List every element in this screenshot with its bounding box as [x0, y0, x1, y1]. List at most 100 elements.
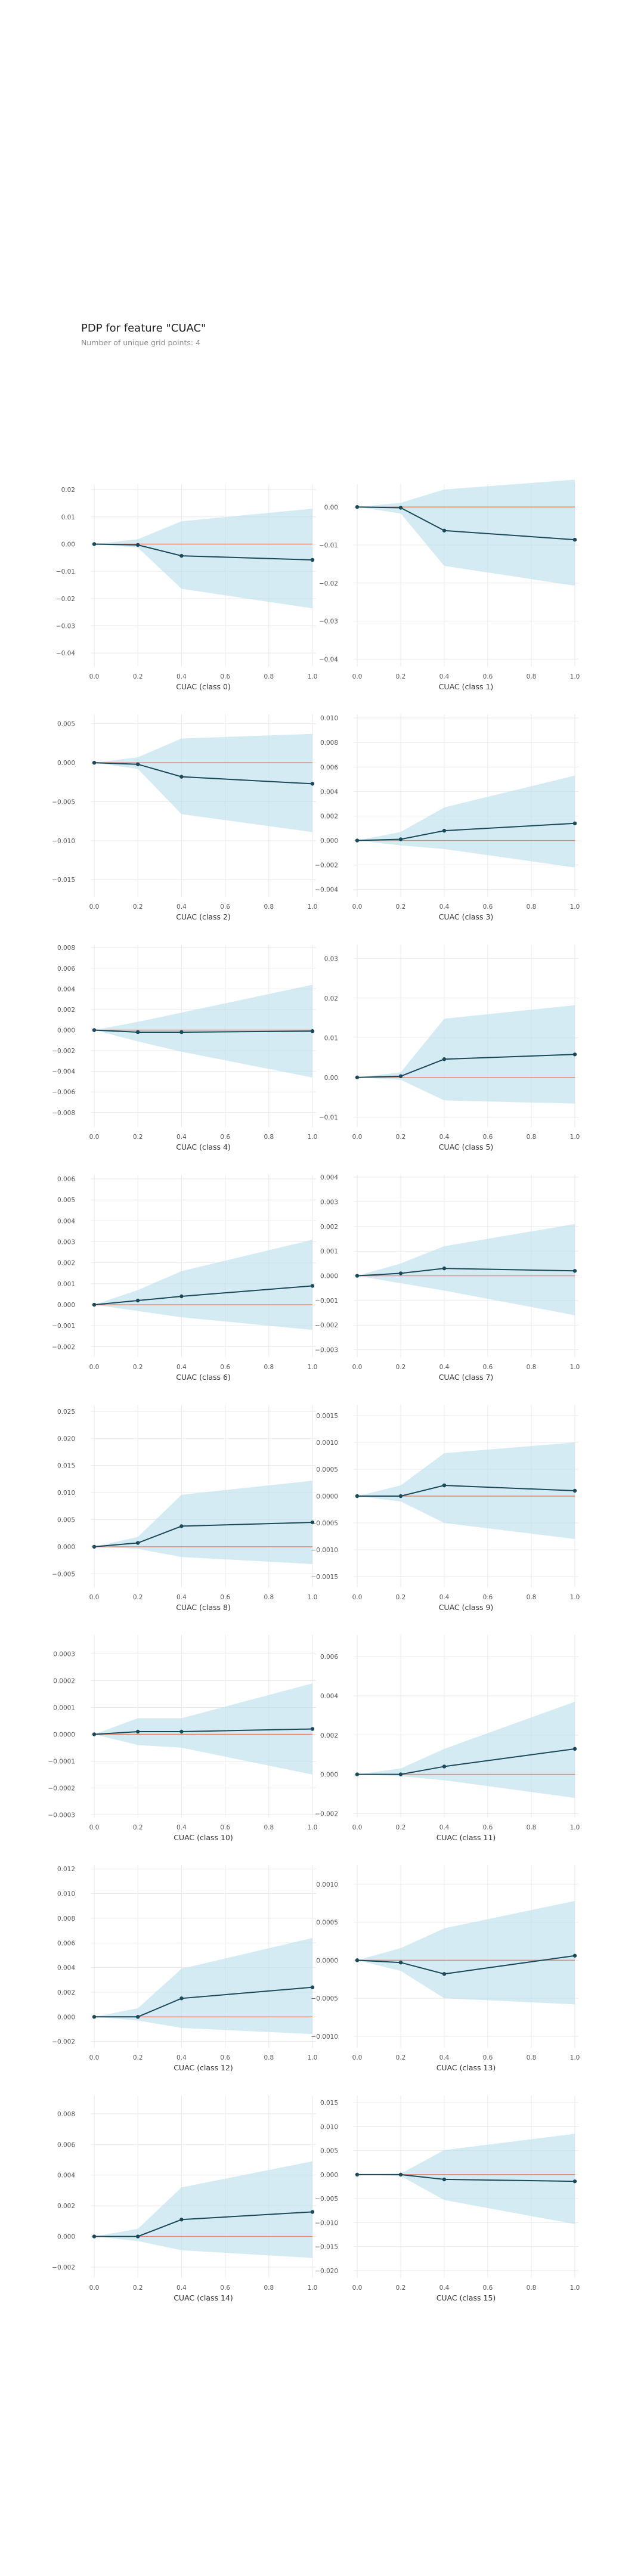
y-tick-label: −0.002 — [52, 1048, 75, 1055]
confidence-band — [357, 1005, 575, 1104]
x-tick-label: 0.0 — [89, 1134, 100, 1141]
pdp-point — [355, 1274, 360, 1278]
pdp-line — [357, 1955, 575, 1975]
confidence-band — [357, 1701, 575, 1798]
x-tick-label: 1.0 — [308, 2054, 318, 2061]
confidence-band — [94, 1683, 312, 1775]
x-axis-label: CUAC (class 9) — [439, 1603, 494, 1612]
pdp-line — [94, 1728, 313, 1735]
y-tick-label: 0.004 — [320, 1174, 338, 1181]
y-tick-label: −0.01 — [56, 568, 75, 575]
pdp-point — [310, 1029, 315, 1033]
y-tick-label: −0.0003 — [48, 1812, 75, 1819]
x-tick-label: 0.4 — [177, 673, 187, 680]
x-tick-label: 0.0 — [89, 2284, 100, 2292]
subplot-class-1: 0.0 0.2 0.4 0.6 0.8 1.0 0.00 −0.01 −0.02 −0.03 −0.… — [319, 479, 580, 691]
y-tick-label: −0.015 — [52, 877, 75, 884]
x-tick-label: 0.2 — [396, 903, 406, 911]
pdp-point — [398, 837, 403, 841]
x-axis-label: CUAC (class 7) — [439, 1373, 494, 1382]
y-tick-label: 0.000 — [320, 1772, 338, 1779]
y-tick-label: 0.0000 — [316, 1957, 338, 1964]
y-tick-label: 0.002 — [320, 1224, 338, 1231]
x-tick-label: 0.6 — [220, 1134, 230, 1141]
chart-header: PDP for feature "CUAC" Number of unique … — [81, 322, 206, 347]
pdp-point — [179, 1729, 184, 1734]
x-tick-label: 0.2 — [396, 1824, 406, 1831]
x-tick-label: 1.0 — [570, 1594, 580, 1601]
confidence-band — [357, 1442, 575, 1539]
y-tick-label: 0.001 — [57, 1281, 75, 1288]
pdp-point — [179, 553, 184, 558]
x-tick-label: 0.6 — [483, 2054, 493, 2061]
x-tick-label: 0.8 — [264, 2054, 274, 2061]
x-tick-label: 0.8 — [527, 673, 537, 680]
y-tick-label: 0.010 — [57, 1490, 75, 1497]
x-tick-label: 0.4 — [439, 1364, 450, 1371]
pdp-point — [442, 2177, 447, 2182]
y-tick-label: 0.006 — [57, 2141, 75, 2148]
y-tick-label: 0.005 — [57, 1516, 75, 1524]
y-tick-label: 0.008 — [320, 739, 338, 747]
x-axis-label: CUAC (class 15) — [436, 2293, 496, 2302]
x-tick-label: 0.4 — [177, 2054, 187, 2061]
y-tick-label: −0.01 — [319, 542, 338, 549]
pdp-point — [136, 1541, 140, 1545]
x-tick-label: 0.6 — [220, 903, 230, 911]
y-tick-label: −0.0001 — [48, 1758, 75, 1766]
y-tick-label: 0.010 — [320, 2123, 338, 2131]
pdp-line — [357, 506, 575, 541]
y-tick-label: 0.006 — [57, 965, 75, 973]
y-tick-label: −0.0005 — [311, 1520, 338, 1527]
pdp-point — [572, 1488, 577, 1493]
subplot-class-0: 0.0 0.2 0.4 0.6 0.8 1.0 0.02 0.01 0.00 −0.01 −0.02… — [56, 484, 317, 691]
pdp-point — [179, 1524, 184, 1528]
x-tick-label: 0.0 — [352, 903, 363, 911]
x-tick-label: 0.0 — [89, 673, 100, 680]
x-tick-label: 0.8 — [527, 1134, 537, 1141]
y-tick-label: −0.002 — [315, 1322, 338, 1329]
x-tick-label: 1.0 — [308, 903, 318, 911]
y-tick-label: 0.0000 — [53, 1732, 75, 1739]
y-tick-label: 0.000 — [57, 2014, 75, 2021]
pdp-point — [92, 1732, 97, 1736]
x-axis-label: CUAC (class 5) — [439, 1143, 494, 1151]
y-tick-label: 0.003 — [320, 1199, 338, 1206]
pdp-point — [572, 1052, 577, 1057]
y-tick-label: 0.02 — [61, 487, 75, 494]
x-tick-label: 0.8 — [264, 1594, 274, 1601]
pdp-point — [572, 821, 577, 825]
pdp-point — [442, 1266, 447, 1271]
pdp-point — [572, 2179, 577, 2184]
y-tick-label: 0.0002 — [53, 1678, 75, 1685]
y-tick-label: 0.008 — [57, 945, 75, 952]
subplot-class-2: 0.0 0.2 0.4 0.6 0.8 1.0 0.005 0.000 −0.005 −0.010… — [52, 714, 317, 921]
pdp-point — [572, 1953, 577, 1958]
y-tick-label: 0.015 — [320, 2100, 338, 2107]
y-tick-label: 0.002 — [57, 2203, 75, 2210]
x-tick-label: 0.4 — [177, 1824, 187, 1831]
y-tick-label: 0.020 — [57, 1435, 75, 1442]
pdp-point — [136, 543, 140, 547]
x-axis-label: CUAC (class 8) — [176, 1603, 231, 1612]
x-tick-label: 0.4 — [177, 1364, 187, 1371]
y-tick-label: −0.003 — [315, 1347, 338, 1354]
pdp-line — [94, 1522, 313, 1547]
y-tick-label: 0.03 — [324, 955, 338, 962]
subplot-class-7: 0.0 0.2 0.4 0.6 0.8 1.0 0.004 0.003 0.002 0.001 0.… — [315, 1174, 580, 1382]
confidence-band — [94, 509, 312, 609]
x-tick-label: 0.4 — [439, 903, 450, 911]
y-tick-label: 0.010 — [57, 1891, 75, 1898]
pdp-point — [398, 1772, 403, 1776]
pdp-line — [94, 1029, 313, 1033]
pdp-point — [442, 828, 447, 833]
pdp-point — [310, 558, 315, 562]
x-tick-label: 0.2 — [133, 1364, 143, 1371]
x-tick-label: 1.0 — [570, 1824, 580, 1831]
pdp-point — [355, 1958, 360, 1962]
pdp-line — [357, 1054, 575, 1078]
y-tick-label: 0.025 — [57, 1408, 75, 1416]
x-tick-label: 0.8 — [527, 1824, 537, 1831]
x-tick-label: 0.6 — [483, 903, 493, 911]
x-axis-label: CUAC (class 11) — [436, 1833, 496, 1842]
